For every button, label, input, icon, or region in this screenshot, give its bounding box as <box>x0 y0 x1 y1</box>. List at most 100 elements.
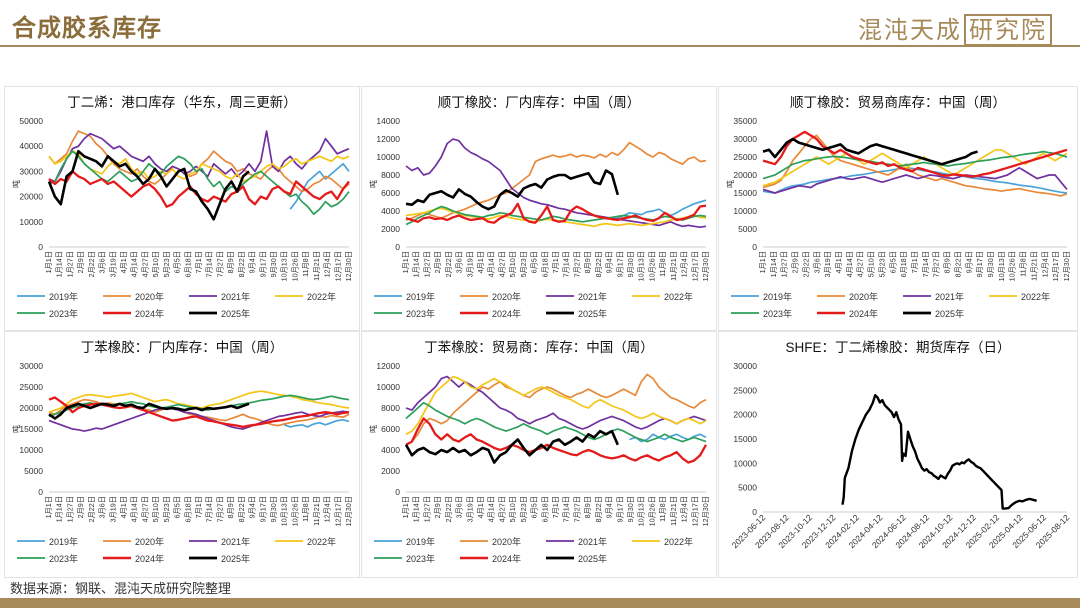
x-tick-label: 3月6日 <box>812 251 821 273</box>
chart-panel-sbr-factory: 丁苯橡胶：厂内库存：中国（周） 0 5000 10000 15000 20000 25000… <box>4 331 360 578</box>
x-tick-label: 5月10日 <box>508 496 517 522</box>
y-tick-label: 30000 <box>19 361 43 371</box>
y-tick-label: 0 <box>752 507 757 517</box>
y-axis-unit: 吨 <box>725 180 735 188</box>
series-line-2025 <box>47 149 250 221</box>
legend-label: 2024年 <box>135 308 164 319</box>
x-tick-label: 4月27日 <box>497 496 506 522</box>
x-tick-label: 8月22日 <box>594 251 603 277</box>
x-tick-label: 3月19日 <box>823 251 832 277</box>
x-tick-label: 7月14日 <box>562 251 571 277</box>
x-tick-label: 5月10日 <box>151 496 160 522</box>
x-tick-label: 4月14日 <box>487 496 496 522</box>
x-tick-label: 3月6日 <box>455 251 464 273</box>
chart-panel-butadiene-port: 丁二烯：港口库存（华东，周三更新） 0 10000 20000 30000 40000 50… <box>4 86 360 331</box>
y-tick-label: 10000 <box>19 217 43 227</box>
x-tick-label: 7月14日 <box>562 496 571 522</box>
series-line-2021 <box>405 138 707 229</box>
x-tick-label: 5月10日 <box>508 251 517 277</box>
y-tick-label: 8000 <box>381 170 400 180</box>
x-tick-label: 7月1日 <box>194 496 203 518</box>
x-tick-label: 8月9日 <box>226 496 235 518</box>
y-tick-label: 10000 <box>733 206 757 216</box>
x-tick-label: 4月14日 <box>487 251 496 277</box>
y-tick-label: 15000 <box>19 424 43 434</box>
x-tick-label: 9月17日 <box>975 251 984 277</box>
x-tick-label: 4月27日 <box>497 251 506 277</box>
legend-label: 2020年 <box>492 291 521 302</box>
x-tick-label: 9月4日 <box>248 251 257 273</box>
y-tick-label: 10000 <box>19 445 43 455</box>
x-tick-label: 4月1日 <box>119 251 128 273</box>
y-tick-label: 0 <box>752 242 757 252</box>
x-tick-label: 4月27日 <box>856 251 865 277</box>
series-line-2022 <box>48 150 350 183</box>
x-tick-label: 9月17日 <box>258 251 267 277</box>
x-tick-label: 9月30日 <box>986 251 995 277</box>
chart-svg: 丁苯橡胶：贸易商：库存：中国（周） 0 2000 4000 6000 8000 10000 1… <box>368 339 710 564</box>
x-tick-label: 9月4日 <box>605 251 614 273</box>
x-tick-label: 1月27日 <box>422 496 431 522</box>
y-tick-label: 35000 <box>733 116 757 126</box>
x-tick-label: 11月21日 <box>1029 251 1038 281</box>
y-tick-label: 0 <box>38 487 43 497</box>
x-tick-label: 1月14日 <box>55 251 64 277</box>
x-tick-label: 1月27日 <box>65 251 74 277</box>
x-tick-label: 8月22日 <box>237 251 246 277</box>
x-tick-label: 9月30日 <box>626 251 635 277</box>
x-tick-label: 7月1日 <box>551 251 560 273</box>
x-tick-label: 6月18日 <box>899 251 908 277</box>
legend-label: 2020年 <box>849 291 878 302</box>
legend-label: 2024年 <box>849 308 878 319</box>
legend-label: 2019年 <box>49 536 78 547</box>
x-tick-label: 11月8日 <box>301 251 310 277</box>
y-tick-label: 10000 <box>376 382 400 392</box>
chart-panel-sbr-trader: 丁苯橡胶：贸易商：库存：中国（周） 0 2000 4000 6000 8000 10000 1… <box>361 331 717 578</box>
y-tick-label: 6000 <box>381 424 400 434</box>
y-tick-label: 2000 <box>381 466 400 476</box>
x-tick-label: 7月1日 <box>910 251 919 273</box>
series-line-2020 <box>405 373 707 446</box>
series-line-2023 <box>405 401 707 443</box>
page-title: 合成胶系库存 <box>12 13 162 42</box>
x-tick-label: 1月14日 <box>769 251 778 277</box>
x-tick-label: 6月18日 <box>540 496 549 522</box>
x-tick-label: 12月4日 <box>323 251 332 277</box>
x-tick-label: 3月19日 <box>465 496 474 522</box>
legend-label: 2024年 <box>135 553 164 564</box>
y-tick-label: 25000 <box>19 382 43 392</box>
x-tick-label: 10月13日 <box>997 251 1006 281</box>
x-tick-label: 12月30日 <box>344 496 353 526</box>
legend-label: 2021年 <box>578 536 607 547</box>
x-tick-label: 12月4日 <box>680 496 689 522</box>
chart-panel-br-trader: 顺丁橡胶：贸易商库存：中国（周） 0 5000 10000 15000 20000 2500… <box>718 86 1078 331</box>
x-tick-label: 3月6日 <box>455 496 464 518</box>
x-tick-label: 10月13日 <box>637 496 646 526</box>
legend-label: 2021年 <box>578 291 607 302</box>
x-tick-label: 4月14日 <box>845 251 854 277</box>
series-line-2023 <box>48 150 350 216</box>
x-tick-label: 2月9日 <box>433 496 442 518</box>
y-tick-label: 20000 <box>19 192 43 202</box>
legend-label: 2021年 <box>221 536 250 547</box>
y-tick-label: 10000 <box>376 152 400 162</box>
legend-label: 2022年 <box>664 536 693 547</box>
y-tick-label: 8000 <box>381 403 400 413</box>
x-tick-label: 1月1日 <box>758 251 767 273</box>
x-tick-label: 5月23日 <box>519 496 528 522</box>
series-line-2025 <box>404 429 619 464</box>
x-tick-label: 12月30日 <box>701 251 710 281</box>
x-tick-label: 4月14日 <box>130 496 139 522</box>
x-tick-label: 4月1日 <box>834 251 843 273</box>
series-line-2024 <box>405 417 708 464</box>
x-tick-label: 10月26日 <box>290 496 299 526</box>
x-tick-label: 6月5日 <box>888 251 897 273</box>
y-tick-label: 40000 <box>19 141 43 151</box>
x-tick-label: 7月27日 <box>215 251 224 277</box>
y-axis-unit: 吨 <box>368 425 378 433</box>
legend-label: 2022年 <box>307 291 336 302</box>
y-tick-label: 30000 <box>19 166 43 176</box>
x-tick-label: 2月9日 <box>791 251 800 273</box>
x-tick-label: 6月5日 <box>173 496 182 518</box>
series-line-2021 <box>762 166 1068 194</box>
